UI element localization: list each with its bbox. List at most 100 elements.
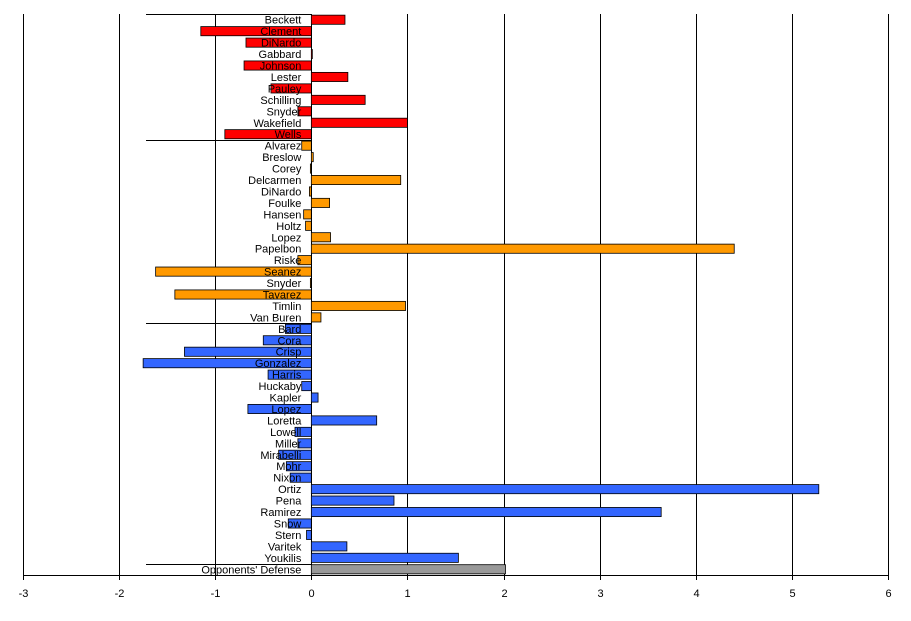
bar-23: [309, 278, 312, 289]
category-label-9: Wakefield: [253, 118, 301, 130]
bar-12: [310, 152, 314, 163]
category-label-47: Youkilis: [264, 553, 301, 565]
bar-24: [174, 289, 312, 300]
bar-1: [200, 26, 312, 37]
category-label-34: Lopez: [271, 404, 301, 416]
bar-35: [310, 415, 378, 426]
category-label-14: Delcarmen: [248, 175, 301, 187]
bar-13: [309, 163, 312, 174]
bar-41: [310, 484, 820, 495]
category-labels: BeckettClementDiNardoGabbardJohnsonLeste…: [201, 15, 302, 577]
category-label-30: Gonzalez: [255, 358, 301, 370]
bar-17: [303, 209, 312, 220]
bar-9: [310, 117, 408, 128]
category-label-29: Crisp: [276, 347, 302, 359]
bar-45: [306, 529, 312, 540]
bar-4: [243, 60, 312, 71]
x-tick-label-2: 2: [501, 588, 507, 600]
x-tick-label-1: 1: [404, 588, 410, 600]
bar-43: [310, 507, 662, 518]
category-label-33: Kapler: [270, 393, 302, 405]
category-label-3: Gabbard: [259, 49, 302, 61]
category-label-21: Riske: [274, 255, 302, 267]
category-label-18: Holtz: [276, 221, 301, 233]
bar-31: [267, 369, 312, 380]
bar-7: [310, 94, 366, 105]
category-label-32: Huckaby: [259, 381, 302, 393]
category-label-19: Lopez: [271, 232, 301, 244]
bar-32: [301, 381, 312, 392]
x-tick-label--1: -1: [211, 588, 221, 600]
category-label-11: Alvarez: [265, 141, 302, 153]
category-label-36: Lowell: [270, 427, 301, 439]
category-label-46: Varitek: [268, 541, 302, 553]
category-label-16: Foulke: [268, 198, 301, 210]
bar-21: [297, 255, 312, 266]
category-label-40: Nixon: [273, 473, 301, 485]
category-label-26: Van Buren: [250, 312, 301, 324]
bar-8: [297, 106, 312, 117]
category-label-8: Snyder: [266, 106, 301, 118]
category-label-43: Ramirez: [260, 507, 301, 519]
category-label-37: Miller: [275, 438, 302, 450]
category-label-15: DiNardo: [261, 186, 301, 198]
bar-2: [245, 37, 312, 48]
bar-40: [289, 472, 312, 483]
bar-11: [301, 140, 312, 151]
bars: [142, 14, 820, 575]
bar-15: [309, 186, 312, 197]
category-label-42: Pena: [276, 496, 303, 508]
group-separators: [146, 14, 312, 565]
category-label-27: Bard: [278, 324, 301, 336]
category-label-44: Snow: [274, 518, 302, 530]
category-label-6: Pauley: [268, 83, 302, 95]
bar-5: [310, 71, 349, 82]
x-tick-label--2: -2: [115, 588, 125, 600]
bar-38: [278, 449, 312, 460]
bar-20: [310, 243, 735, 254]
bar-48: [310, 564, 506, 575]
x-tick-label-0: 0: [308, 588, 314, 600]
category-label-10: Wells: [275, 129, 302, 141]
bar-16: [310, 197, 330, 208]
bar-0: [310, 14, 346, 25]
category-label-0: Beckett: [265, 15, 302, 27]
category-label-39: Mohr: [276, 461, 301, 473]
bar-6: [270, 83, 312, 94]
category-label-48: Opponents' Defense: [201, 564, 301, 576]
category-label-35: Loretta: [267, 415, 302, 427]
bar-22: [155, 266, 312, 277]
category-label-1: Clement: [260, 26, 301, 38]
bar-27: [284, 323, 312, 334]
x-tick-label-4: 4: [693, 588, 699, 600]
bar-10: [224, 129, 312, 140]
bar-29: [184, 346, 312, 357]
bar-30: [142, 358, 312, 369]
bar-28: [262, 335, 312, 346]
bar-25: [310, 300, 406, 311]
category-label-12: Breslow: [262, 152, 301, 164]
category-label-4: Johnson: [260, 61, 302, 73]
category-label-45: Stern: [275, 530, 301, 542]
bar-26: [310, 312, 322, 323]
category-label-17: Hansen: [263, 209, 301, 221]
bar-3: [310, 49, 313, 60]
category-label-38: Mirabelli: [260, 450, 301, 462]
category-label-5: Lester: [271, 72, 302, 84]
category-label-20: Papelbon: [255, 244, 302, 256]
x-tick-label-3: 3: [597, 588, 603, 600]
bar-36: [294, 426, 312, 437]
category-label-25: Timlin: [272, 301, 301, 313]
bar-19: [310, 232, 331, 243]
bar-46: [310, 541, 348, 552]
category-label-2: DiNardo: [261, 38, 301, 50]
bar-39: [285, 461, 312, 472]
x-tick-label--3: -3: [19, 588, 29, 600]
category-label-41: Ortiz: [278, 484, 301, 496]
bar-33: [310, 392, 319, 403]
bar-34: [247, 404, 312, 414]
bar-44: [287, 518, 312, 529]
category-label-7: Schilling: [260, 95, 301, 107]
